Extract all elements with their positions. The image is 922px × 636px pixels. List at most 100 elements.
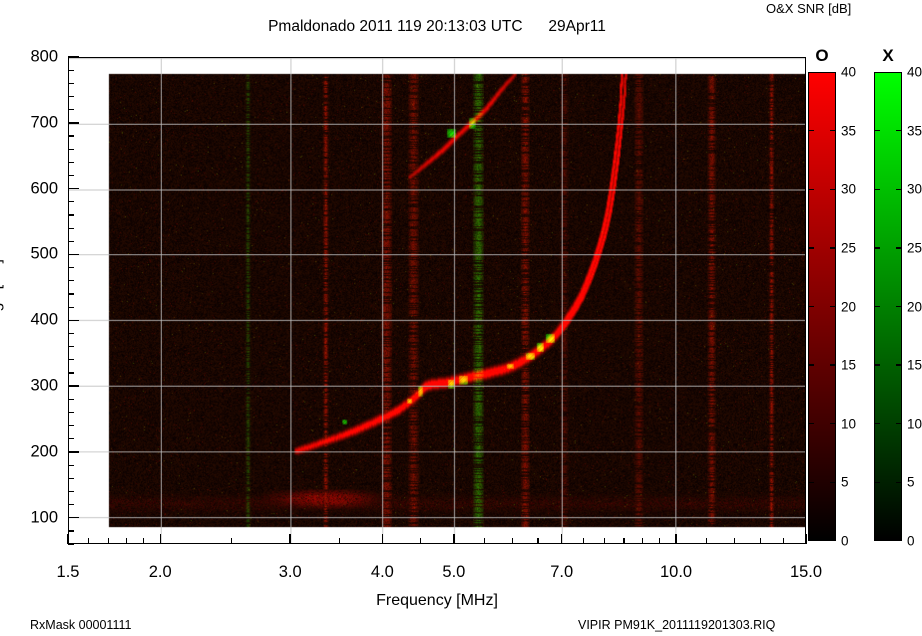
- colorbar-x-tick-label: 30: [907, 181, 922, 197]
- y-minor-tick: [68, 504, 74, 506]
- y-major-tick: [68, 188, 79, 190]
- colorbar-x-tick-mark: [874, 188, 880, 190]
- x-tick-label: 4.0: [370, 563, 394, 581]
- y-minor-tick: [68, 201, 74, 203]
- y-minor-tick: [68, 438, 74, 440]
- colorbar-x-tick-label: 20: [907, 299, 922, 314]
- colorbar-o-tick-mark: [808, 481, 814, 484]
- x-minor-tick: [537, 538, 539, 544]
- colorbar-x-tick-mark: [874, 423, 880, 425]
- y-tick-label: 500: [30, 244, 58, 263]
- colorbar-o-tick-label: 10: [841, 416, 857, 432]
- colorbar-o-tick-label: 0: [841, 533, 849, 549]
- x-tick-label: 2.0: [148, 563, 172, 581]
- colorbar-o-tick-label: 5: [841, 474, 849, 490]
- y-minor-tick: [68, 332, 74, 335]
- colorbar-o-tick-mark: [808, 423, 814, 425]
- x-major-tick: [289, 534, 291, 544]
- file-info-label: VIPIR PM91K_2011119201303.RIQ: [578, 618, 776, 632]
- x-minor-tick: [338, 538, 341, 544]
- x-minor-tick: [659, 538, 661, 544]
- x-minor-tick: [419, 538, 421, 544]
- y-minor-tick: [68, 346, 74, 348]
- x-tick-label: 10.0: [659, 563, 693, 581]
- ionogram-plot-area[interactable]: [68, 57, 806, 544]
- x-major-tick: [453, 534, 455, 544]
- y-tick-label: 100: [30, 508, 58, 527]
- x-tick-label: 3.0: [278, 563, 302, 581]
- x-minor-tick: [583, 538, 585, 544]
- y-minor-tick: [68, 306, 74, 308]
- colorbar-x-tick-mark: [874, 305, 880, 308]
- y-major-tick: [68, 319, 79, 322]
- x-major-tick: [159, 534, 161, 544]
- colorbar-x-tick-mark: [896, 481, 902, 484]
- x-minor-tick: [623, 538, 625, 544]
- x-tick-label: 15.0: [789, 563, 823, 581]
- colorbar-x-tick-label: 35: [907, 123, 922, 139]
- y-minor-tick: [68, 227, 74, 229]
- colorbar-x-tick-mark: [874, 481, 880, 484]
- x-minor-tick: [107, 538, 109, 544]
- colorbar-o-tick-label: 15: [841, 357, 857, 373]
- colorbar-o-tick-mark: [808, 364, 814, 366]
- colorbar-x-tick-mark: [896, 247, 902, 249]
- y-minor-tick: [68, 425, 74, 427]
- y-major-tick: [68, 517, 79, 519]
- colorbar-o-tick-mark: [830, 364, 836, 366]
- x-minor-tick: [483, 538, 486, 544]
- y-minor-tick: [68, 490, 74, 493]
- colorbar-x-tick-mark: [896, 188, 902, 190]
- colorbar-x-tick-mark: [896, 364, 902, 366]
- colorbar-x-tick-mark: [874, 247, 880, 249]
- colorbar-o-tick-mark: [830, 481, 836, 484]
- y-minor-tick: [68, 280, 74, 282]
- x-minor-tick: [125, 538, 128, 544]
- y-major-tick: [68, 253, 79, 256]
- y-minor-tick: [68, 359, 74, 361]
- y-minor-tick: [68, 464, 74, 466]
- colorbar-x-tick-label: 15: [907, 357, 922, 373]
- y-minor-tick: [68, 372, 74, 374]
- colorbar-x-heading: X: [882, 46, 894, 65]
- colorbar-o-tick-mark: [830, 188, 836, 190]
- x-major-tick: [805, 534, 807, 544]
- x-minor-tick: [641, 538, 643, 544]
- page-title: Pmaldonado 2011 119 20:13:03 UTC 29Apr11: [268, 18, 606, 35]
- y-tick-label: 300: [30, 376, 58, 395]
- y-major-tick: [68, 122, 79, 124]
- y-tick-label: 800: [30, 47, 58, 66]
- x-major-tick: [67, 534, 69, 544]
- y-tick-label: 600: [30, 179, 58, 198]
- colorbar-o-tick-mark: [808, 188, 814, 190]
- colorbar-o-tick-label: 35: [841, 123, 857, 139]
- x-minor-tick: [783, 538, 785, 544]
- x-minor-tick: [88, 538, 90, 544]
- y-minor-tick: [68, 82, 74, 84]
- colorbar-o-tick-label: 40: [841, 64, 857, 80]
- colorbar-x-tick-label: 5: [907, 474, 915, 490]
- x-minor-tick: [759, 538, 761, 544]
- y-minor-tick: [68, 543, 74, 545]
- x-major-tick: [561, 534, 563, 544]
- y-major-tick: [68, 385, 79, 387]
- colorbar-x-tick-label: 10: [907, 416, 922, 432]
- colorbar-o-tick-label: 25: [841, 240, 857, 256]
- y-tick-label: 700: [30, 113, 58, 132]
- x-tick-label: 1.5: [56, 563, 80, 581]
- y-minor-tick: [68, 214, 74, 216]
- x-minor-tick: [733, 538, 736, 544]
- y-minor-tick: [68, 161, 74, 163]
- y-minor-tick: [68, 411, 74, 414]
- x-minor-tick: [143, 538, 145, 544]
- colorbar-o-heading: O: [815, 46, 829, 65]
- colorbar-super-label: O&X SNR [dB]: [766, 1, 852, 16]
- colorbar-o-tick-label: 20: [841, 299, 857, 314]
- colorbar-o-tick-mark: [808, 305, 814, 308]
- colorbar-x-tick-mark: [874, 364, 880, 366]
- colorbar-x-tick-label: 25: [907, 240, 922, 256]
- y-tick-label: 200: [30, 442, 58, 461]
- x-minor-tick: [511, 538, 513, 544]
- y-minor-tick: [68, 95, 74, 98]
- y-minor-tick: [68, 398, 74, 400]
